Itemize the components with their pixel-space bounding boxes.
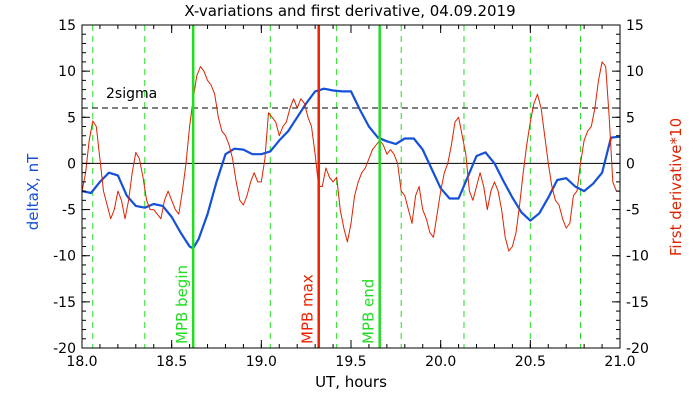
series-lines <box>81 61 621 252</box>
y-tick-label-right-0: 15 <box>626 18 644 34</box>
y-tick-label-right-5: -10 <box>626 249 649 265</box>
y-tick-label-left-1: 10 <box>58 64 76 80</box>
series-derivative <box>81 61 620 252</box>
x-tick-label-0: 18.0 <box>66 354 97 370</box>
x-axis-label: UT, hours <box>315 373 387 391</box>
y-axis-label-left: deltaX, nT <box>24 153 42 230</box>
axes: 18.0 18.5 19.0 19.5 20.0 20.5 21.0 15 15 10 10 5 5 0 0… <box>53 18 649 370</box>
y-axis-label-right: First derivative*10 <box>667 118 685 256</box>
y-tick-label-right-1: 10 <box>626 64 644 80</box>
y-tick-label-right-7: -20 <box>626 341 649 357</box>
plot-frame <box>81 24 621 349</box>
x-tick-label-2: 19.0 <box>246 354 277 370</box>
y-tick-label-left-4: -5 <box>62 203 76 219</box>
x-tick-label-3: 19.5 <box>335 354 366 370</box>
threshold-label: 2sigma <box>106 86 157 102</box>
x-tick-label-4: 20.0 <box>425 354 456 370</box>
y-tick-label-right-4: -5 <box>626 203 640 219</box>
chart-title: X-variations and first derivative, 04.09… <box>184 2 515 20</box>
guide-lines: 2sigma <box>82 25 620 348</box>
y-tick-label-left-0: 15 <box>58 18 76 34</box>
y-tick-label-left-6: -15 <box>53 295 76 311</box>
y-tick-label-right-2: 5 <box>626 110 635 126</box>
x-tick-label-1: 18.5 <box>156 354 187 370</box>
marker-label-mpb-end: MPB end <box>360 279 378 344</box>
y-tick-label-left-2: 5 <box>67 110 76 126</box>
y-tick-label-right-6: -15 <box>626 295 649 311</box>
x-tick-label-6: 21.0 <box>604 354 635 370</box>
event-markers: MPB begin MPB max MPB end <box>173 25 381 348</box>
x-tick-label-5: 20.5 <box>515 354 546 370</box>
series-deltaX <box>81 87 621 250</box>
y-tick-label-left-7: -20 <box>53 341 76 357</box>
y-tick-label-right-3: 0 <box>626 156 635 172</box>
marker-label-mpb-begin: MPB begin <box>173 265 191 344</box>
marker-label-mpb-max: MPB max <box>299 274 317 344</box>
y-tick-label-left-5: -10 <box>53 249 76 265</box>
y-tick-label-left-3: 0 <box>67 156 76 172</box>
